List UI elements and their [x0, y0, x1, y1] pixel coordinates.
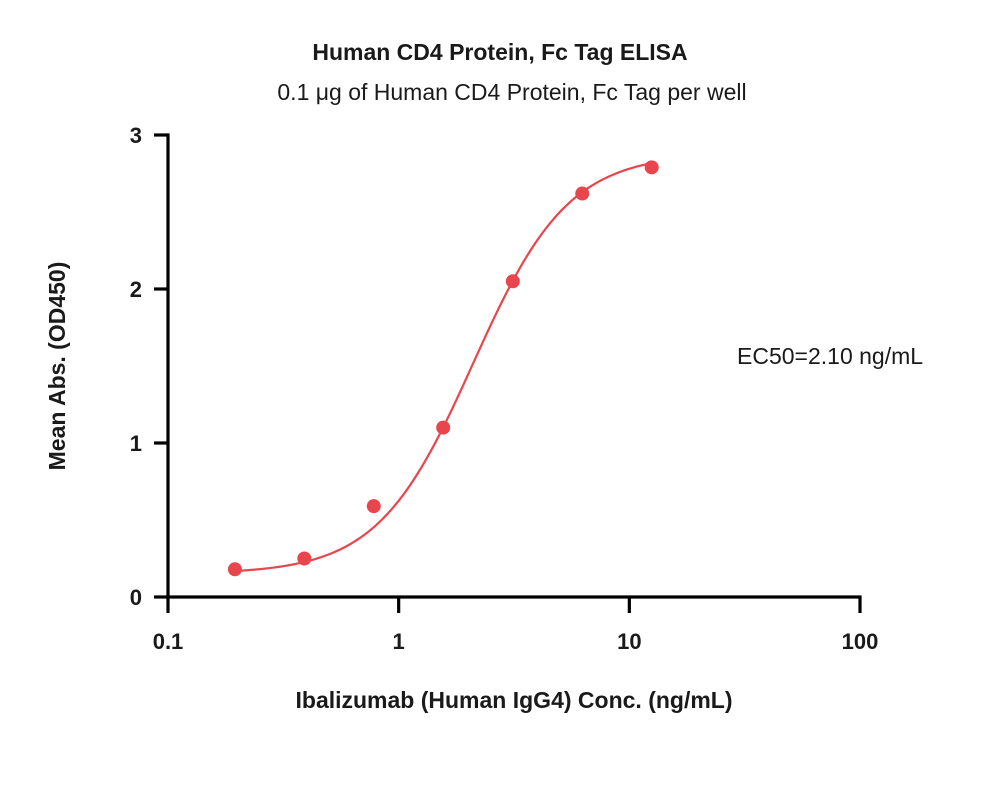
fit-curve — [234, 162, 652, 573]
x-tick-label: 100 — [842, 629, 879, 654]
data-point — [227, 562, 242, 577]
x-tick-label: 1 — [393, 629, 405, 654]
y-axis-ticks: 0 1 2 3 — [130, 123, 168, 610]
chart-title: Human CD4 Protein, Fc Tag ELISA — [312, 39, 687, 65]
data-point — [644, 160, 659, 175]
data-point — [505, 274, 520, 289]
x-axis-label: Ibalizumab (Human IgG4) Conc. (ng/mL) — [296, 687, 733, 713]
data-point — [366, 499, 381, 514]
data-point — [575, 186, 590, 201]
y-tick-label: 1 — [130, 431, 142, 456]
chart-subtitle: 0.1 μg of Human CD4 Protein, Fc Tag per … — [277, 79, 746, 105]
data-points — [227, 160, 659, 577]
data-point — [297, 551, 312, 566]
y-tick-label: 2 — [130, 277, 142, 302]
plot-area: 0 1 2 3 0.1 1 10 100 — [130, 123, 879, 654]
x-tick-label: 0.1 — [153, 629, 184, 654]
y-tick-label: 0 — [130, 585, 142, 610]
data-point — [436, 420, 451, 435]
x-tick-label: 10 — [617, 629, 641, 654]
ec50-annotation: EC50=2.10 ng/mL — [737, 343, 923, 369]
x-axis-ticks: 0.1 1 10 100 — [153, 597, 879, 654]
y-axis-label: Mean Abs. (OD450) — [44, 262, 70, 471]
y-tick-label: 3 — [130, 123, 142, 148]
